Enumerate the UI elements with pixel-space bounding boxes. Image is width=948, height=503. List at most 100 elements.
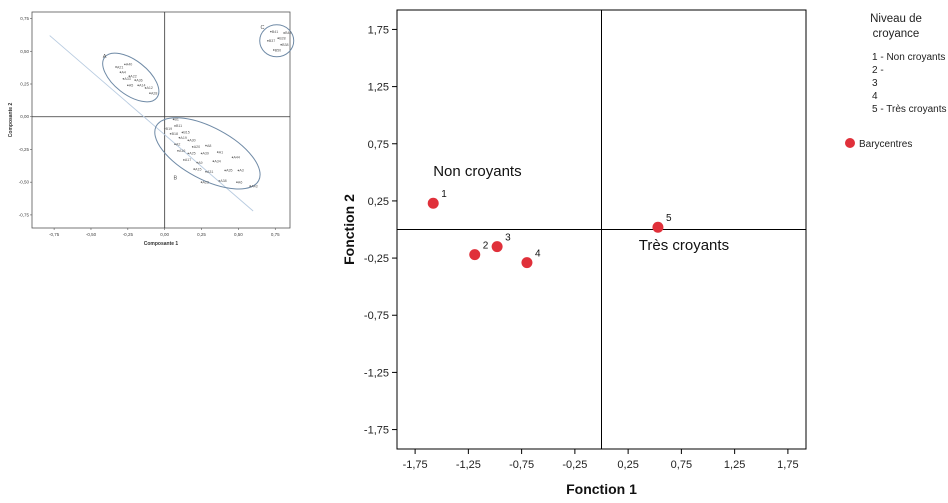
legend-marker-barycentres (845, 138, 855, 148)
inset-point (237, 169, 240, 172)
inset-point (280, 43, 282, 46)
legend-item: 1 - Non croyants (872, 52, 945, 63)
inset-point-label: A28 (151, 91, 157, 95)
inset-x-tick-label: -0,75 (49, 232, 60, 237)
inset-point (144, 87, 147, 89)
inset-ellipse-c (259, 24, 295, 58)
inset-point (270, 30, 272, 33)
legend-title: croyance (873, 28, 920, 40)
inset-point-label: A12 (147, 86, 153, 90)
main-y-tick-label: 0,75 (368, 139, 389, 151)
inset-point (224, 169, 226, 172)
inset-point (128, 75, 131, 77)
main-annotation: Non croyants (433, 163, 521, 180)
inset-point-label: A8 (207, 144, 211, 148)
inset-point-label: B19 (166, 127, 172, 131)
inset-point (178, 136, 181, 139)
inset-point-label: A6 (238, 180, 242, 184)
main-annotation: Très croyants (639, 237, 729, 254)
main-y-tick-label: -1,75 (364, 425, 389, 437)
inset-group-label: C (261, 25, 265, 31)
inset-x-tick-label: 0,50 (234, 232, 243, 237)
inset-point-label: A1 (219, 150, 223, 154)
inset-point-label: A39 (203, 152, 209, 156)
inset-point (169, 132, 172, 135)
inset-point-label: B18 (172, 132, 178, 136)
inset-point (177, 149, 179, 152)
inset-point-label: B1 (175, 118, 179, 122)
main-point-label: 4 (535, 249, 541, 260)
main-x-axis-label: Fonction 1 (566, 481, 637, 497)
main-point-1 (427, 197, 439, 209)
inset-x-tick-label: 0,25 (197, 232, 206, 237)
inset-point-label: A38 (220, 179, 226, 183)
inset-point-label: A22 (130, 74, 136, 78)
inset-point (149, 92, 151, 94)
inset-x-tick-label: -0,25 (123, 232, 134, 237)
main-points: 1 2 3 4 5 (427, 189, 672, 269)
inset-point-label: A3 (239, 169, 243, 173)
inset-point-label: A14 (139, 84, 145, 88)
legend-item: 5 - Très croyants (872, 104, 946, 115)
inset-point (174, 143, 176, 146)
inset-point (134, 79, 136, 81)
inset-point-label: A17 (185, 158, 191, 162)
inset-point-label: A20 (194, 145, 200, 149)
inset-point-label: A35 (226, 169, 232, 173)
inset-point (277, 37, 280, 39)
inset-point-label: A9 (198, 161, 202, 165)
inset-point (183, 159, 185, 161)
inset-point (272, 49, 275, 51)
main-x-tick-label: 1,25 (724, 459, 745, 471)
legend-marker-label: Barycentres (859, 139, 912, 150)
inset-point-label: B42 (285, 31, 291, 35)
inset-point (200, 181, 203, 183)
legend-items: 1 - Non croyants 2 - 3 4 5 - Très croyants (872, 52, 946, 115)
main-x-tick-label: -0,25 (562, 459, 587, 471)
inset-point (218, 180, 221, 182)
inset-point (163, 127, 166, 130)
main-point-label: 3 (505, 233, 511, 244)
inset-y-axis-label: Composante 2 (8, 103, 14, 138)
inset-point (283, 32, 285, 34)
inset-point (122, 77, 125, 80)
main-y-tick-label: 1,75 (368, 24, 389, 36)
main-annotations: Non croyants Très croyants (433, 163, 729, 254)
inset-y-tick-label: 0,00 (20, 114, 29, 119)
inset-group-ellipses (102, 24, 295, 190)
inset-point-label: B15 (183, 131, 189, 135)
inset-point-label: A34 (214, 160, 220, 164)
main-y-tick-label: -0,75 (364, 310, 389, 322)
legend-item: 4 (872, 91, 878, 102)
legend: Niveau de croyance 1 - Non croyants 2 - 3 4… (845, 13, 946, 150)
inset-y-tick-label: 0,50 (20, 49, 29, 54)
inset-point (124, 63, 126, 66)
inset-point-label: A19 (180, 136, 186, 140)
inset-x-tick-label: 0,00 (160, 232, 169, 237)
inset-x-tick-label: 0,75 (271, 232, 280, 237)
inset-point-label: B37 (269, 39, 275, 43)
inset-plot-frame (31, 11, 291, 229)
inset-point (249, 185, 251, 187)
main-reference-lines (397, 10, 806, 449)
inset-y-tick-label: -0,50 (19, 180, 30, 185)
inset-point (205, 170, 207, 173)
inset-point (174, 125, 176, 127)
inset-y-tick-label: -0,75 (19, 212, 30, 217)
inset-point (181, 131, 184, 134)
main-point-5 (652, 221, 664, 233)
inset-point (196, 161, 198, 164)
inset-point (231, 156, 234, 159)
inset-point (267, 40, 269, 42)
inset-point (200, 152, 203, 155)
inset-point-label: A31 (207, 170, 213, 174)
inset-point-label: B38 (282, 43, 288, 47)
inset-point (137, 84, 139, 87)
inset-point (216, 151, 219, 153)
inset-point-label: A4 (121, 71, 125, 75)
inset-point-label: A44 (234, 156, 240, 160)
inset-point-label: A23 (203, 180, 209, 184)
